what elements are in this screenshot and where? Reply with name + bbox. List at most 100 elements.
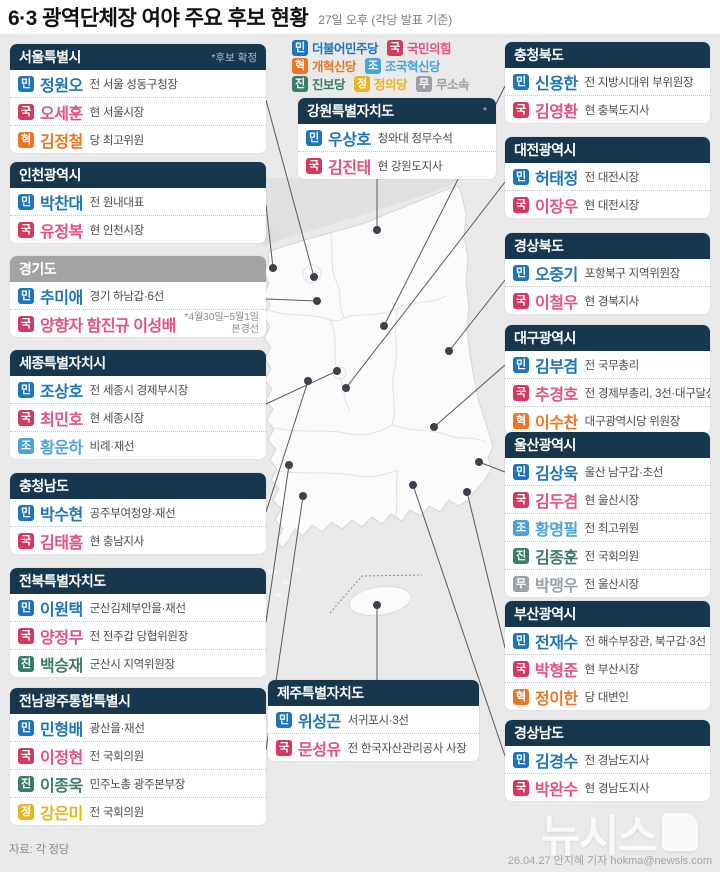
candidate-row: 국 이철우 현 경북지사: [505, 286, 710, 314]
candidate-name: 박형준: [535, 662, 578, 680]
party-badge-icon: 국: [513, 101, 529, 118]
region-header: 대전광역시: [505, 137, 710, 163]
candidate-row: 국 김영환 현 충북도지사: [505, 95, 710, 123]
candidate-row: 민 허태정 전 대전시장: [505, 163, 710, 190]
region-header: 인천광역시: [10, 162, 266, 188]
city-marker: [430, 423, 438, 431]
candidate-name: 우상호: [328, 131, 371, 149]
region-header: 경상북도: [505, 233, 710, 259]
candidate-desc: 현 부산시장: [584, 663, 640, 676]
jeju-island: [348, 585, 412, 617]
region-title: 대전광역시: [514, 142, 576, 158]
region-title: 인천광역시: [19, 167, 81, 183]
candidate-desc: 비례·재선: [89, 440, 135, 453]
party-badge-icon: 민: [306, 129, 322, 146]
legend-item: 국 국민의힘: [387, 38, 452, 57]
party-badge-icon: 진: [292, 75, 308, 92]
region-card-chungbuk: 충청북도 민 신용한 전 지방시대위 부위원장 국 김영환 현 충북도지사: [505, 42, 710, 123]
candidate-name: 이원택: [40, 601, 83, 619]
source-note: 자료: 각 정당: [9, 844, 70, 856]
party-legend: 민 더불어민주당 국 국민의힘 혁 개혁신당 조 조국혁신당 진 진보당 정 정의당 무 무소속: [292, 39, 482, 93]
candidate-name: 김종훈: [535, 549, 578, 567]
candidate-row: 국 문성유 전 한국자산관리공사 사장: [268, 733, 479, 761]
party-badge-icon: 혁: [18, 131, 34, 148]
candidate-row: 진 백승재 군산시 지역위원장: [10, 649, 266, 677]
candidate-desc: 전 대전시장: [584, 171, 640, 184]
candidate-name: 백승재: [40, 657, 83, 675]
candidate-desc: 현 충북도지사: [584, 104, 650, 117]
party-badge-icon: 민: [513, 463, 529, 480]
region-card-ulsan: 울산광역시 민 김상욱 울산 남구갑·초선 국 김두겸 현 울산시장 조 황명필 전 최고위원 진 김…: [505, 432, 710, 597]
city-markers: [269, 226, 483, 609]
candidate-desc: 현 세종시장: [89, 412, 145, 425]
candidate-row: 국 박완수 현 경남도지사: [505, 773, 710, 801]
party-badge-icon: 혁: [513, 412, 529, 429]
party-badge-icon: 민: [18, 719, 34, 736]
candidate-name: 김태흠: [40, 534, 83, 552]
candidate-desc: 전 전주갑 당협위원장: [89, 630, 189, 643]
candidate-row: 민 김부겸 전 국무총리: [505, 351, 710, 378]
party-badge-icon: 민: [18, 75, 34, 92]
party-badge-icon: 민: [276, 711, 292, 728]
party-badge-icon: 국: [18, 315, 34, 332]
candidate-row: 국 추경호 전 경제부총리, 3선·대구달성: [505, 378, 710, 406]
candidate-row: 민 정원오 전 서울 성동구청장: [10, 70, 266, 97]
region-title: 충청북도: [514, 47, 564, 63]
city-marker: [285, 461, 293, 469]
region-title: 경기도: [19, 261, 57, 277]
city-marker: [445, 347, 453, 355]
city-marker: [299, 492, 307, 500]
candidate-row: 진 이종욱 민주노총 광주본부장: [10, 769, 266, 797]
party-badge-icon: 정: [18, 803, 34, 820]
candidate-row: 국 양정무 전 전주갑 당협위원장: [10, 621, 266, 649]
region-header: 제주특별자치도: [268, 680, 479, 706]
party-badge-icon: 민: [513, 73, 529, 90]
city-marker: [313, 297, 321, 305]
candidate-desc: 전 경제부총리, 3선·대구달성: [584, 387, 710, 400]
candidate-desc: 현 울산시장: [584, 494, 640, 507]
party-badge-icon: 국: [18, 409, 34, 426]
candidate-name: 이수찬: [535, 414, 578, 432]
candidate-row: 무 박맹우 전 울산시장: [505, 569, 710, 597]
candidate-name: 이종욱: [40, 777, 83, 795]
region-header: 강원특별자치도 *: [298, 98, 496, 124]
region-title: 서울특별시: [19, 49, 81, 65]
candidate-name: 최민호: [40, 411, 83, 429]
legend-item: 민 더불어민주당: [292, 38, 379, 57]
candidate-desc: 당 최고위원: [89, 134, 145, 147]
candidate-row: 국 김두겸 현 울산시장: [505, 485, 710, 513]
page-subtitle: 27일 오후 (각당 발표 기준): [318, 12, 453, 27]
candidate-name: 오세훈: [40, 105, 83, 123]
candidate-desc: 군산시 지역위원장: [89, 658, 175, 671]
region-title: 경상북도: [514, 238, 564, 254]
region-header: 경기도: [10, 256, 266, 282]
region-title: 전남광주통합특별시: [19, 693, 131, 709]
candidate-name: 박수현: [40, 506, 83, 524]
party-badge-icon: 민: [18, 504, 34, 521]
candidate-desc: 포항북구 지역위원장: [584, 267, 681, 280]
region-header-note: *후보 확정: [211, 51, 257, 64]
party-badge-icon: 국: [306, 157, 322, 174]
region-card-sejong: 세종특별자치시 민 조상호 전 세종시 경제부시장 국 최민호 현 세종시장 조 황운하 비례·재…: [10, 350, 266, 459]
party-badge-icon: 혁: [513, 688, 529, 705]
candidate-row: 국 양향자 함진규 이성배 *4월30일~5월1일 본경선: [10, 309, 266, 337]
region-card-jeonbuk: 전북특별자치도 민 이원택 군산김제부안을·재선 국 양정무 전 전주갑 당협위원장 진 백승재…: [10, 568, 266, 677]
legend-label: 더불어민주당: [312, 42, 379, 56]
candidate-row: 민 박찬대 전 원내대표: [10, 188, 266, 215]
party-badge-icon: 민: [18, 381, 34, 398]
region-card-gyeongbuk: 경상북도 민 오중기 포항북구 지역위원장 국 이철우 현 경북지사: [505, 233, 710, 314]
party-badge-icon: 무: [416, 75, 433, 92]
legend-label: 정의당: [374, 78, 408, 92]
party-badge-icon: 국: [513, 196, 529, 213]
candidate-desc: 현 충남지사: [89, 535, 145, 548]
mainland: [263, 185, 494, 549]
candidate-name: 황명필: [535, 521, 578, 539]
candidate-desc: 현 인천시장: [89, 224, 145, 237]
candidate-row: 국 이정현 전 국회의원: [10, 741, 266, 769]
candidate-name: 추경호: [535, 386, 578, 404]
candidate-row: 민 민형배 광산을·재선: [10, 714, 266, 741]
legend-row: 혁 개혁신당 조 조국혁신당: [292, 57, 482, 74]
party-badge-icon: 민: [18, 287, 34, 304]
candidate-row: 조 황운하 비례·재선: [10, 431, 266, 459]
page-title: 6·3 광역단체장 여야 주요 후보 현황: [8, 7, 309, 30]
